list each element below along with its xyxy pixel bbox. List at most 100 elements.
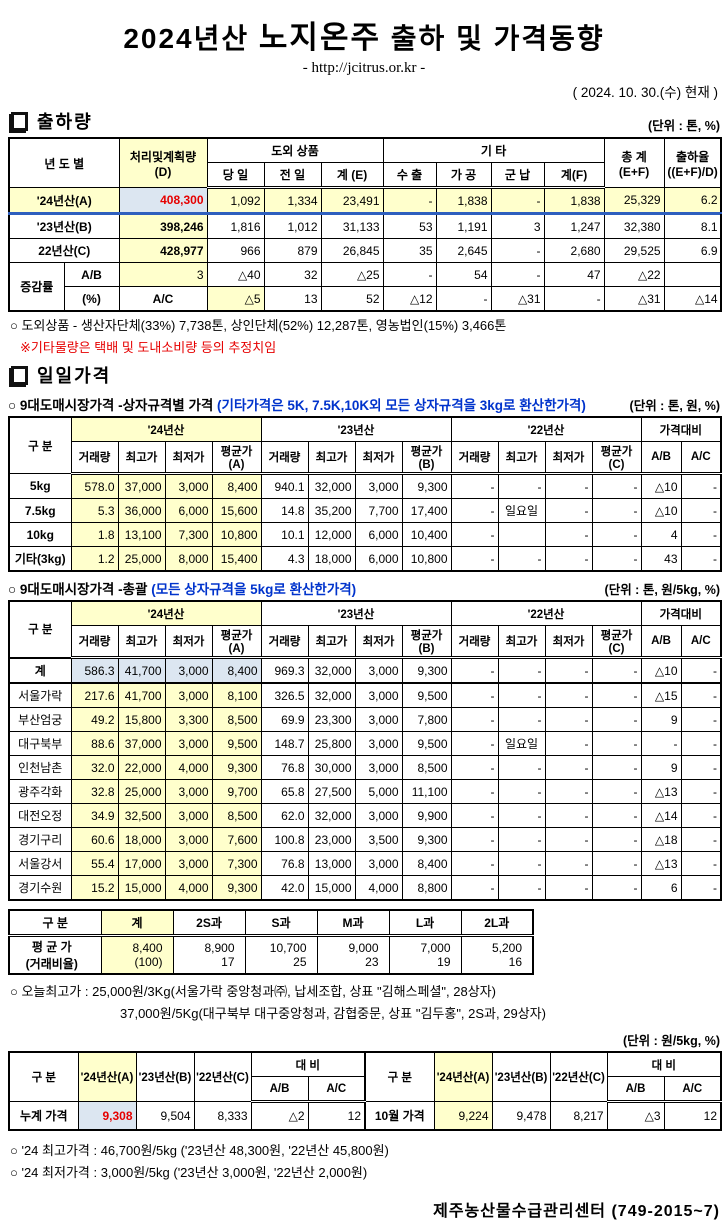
cell: 32,000 — [307, 803, 356, 828]
cell: 25,329 — [603, 187, 665, 215]
header-cell: 구 분 — [364, 1051, 435, 1102]
cell: 일요일 — [497, 731, 546, 756]
header-cell: 거래량 — [450, 441, 499, 475]
cell: 3,500 — [354, 827, 403, 852]
cell: 서울가락 — [8, 682, 72, 708]
cell: 6,000 — [354, 522, 403, 547]
cell: - — [490, 187, 545, 215]
cell: - — [591, 827, 642, 852]
header-cell: 평균가(A) — [211, 441, 262, 475]
cell: 7,800 — [401, 707, 452, 732]
cell: 경기구리 — [8, 827, 72, 852]
cell: - — [450, 498, 499, 523]
cell: - — [497, 779, 546, 804]
cell: 8,500 — [211, 803, 262, 828]
cell: - — [450, 682, 499, 708]
cell: 4,000 — [164, 875, 213, 901]
cell: 27,500 — [307, 779, 356, 804]
cell: △10 — [640, 656, 682, 684]
box-price-title-text: ○ 9대도매시장가격 -상자규격별 가격 — [8, 398, 218, 413]
cell: 11,100 — [401, 779, 452, 804]
cell: 2,680 — [543, 238, 605, 263]
cell: 15,000 — [117, 875, 166, 901]
cell: - — [450, 803, 499, 828]
cell: 9,500 — [211, 731, 262, 756]
cell: 578.0 — [70, 473, 119, 499]
cell: 55.4 — [70, 851, 119, 876]
cell: - — [450, 546, 499, 572]
cell: - — [497, 827, 546, 852]
cell: 29,525 — [603, 238, 665, 263]
cell: 32.0 — [70, 755, 119, 780]
cell: 69.9 — [260, 707, 309, 732]
header-cell: A/C — [663, 1076, 722, 1103]
shipment-section-header: 출하량 (단위 : 톤, %) — [8, 108, 720, 134]
cell: - — [591, 682, 642, 708]
overall-price-title-text: ○ 9대도매시장가격 -총괄 — [8, 582, 152, 597]
cell: 9,000 23 — [316, 935, 390, 975]
cell: A/C — [118, 286, 208, 312]
cell: 25,000 — [117, 546, 166, 572]
cell: - — [591, 656, 642, 684]
header-cell: 기 타 — [382, 137, 605, 163]
cell: 23,000 — [307, 827, 356, 852]
cell: 3 — [118, 262, 208, 287]
cell: 26,845 — [320, 238, 384, 263]
header-cell: '23년산(B) — [135, 1051, 195, 1102]
cell: - — [680, 851, 722, 876]
cell: - — [497, 682, 546, 708]
cell: - — [382, 262, 437, 287]
header-cell: 도외 상품 — [206, 137, 384, 163]
header-cell: '23년산 — [260, 600, 452, 626]
cell: △14 — [663, 286, 722, 312]
cell: 3,000 — [354, 656, 403, 684]
cell: - — [450, 779, 499, 804]
cell: 5,000 — [354, 779, 403, 804]
cell: 8,500 — [211, 707, 262, 732]
cell: △10 — [640, 473, 682, 499]
header-cell: 처리및계획량 (D) — [118, 137, 208, 188]
cell: (%) — [63, 286, 120, 312]
cell: 3,300 — [164, 707, 213, 732]
cell: - — [490, 262, 545, 287]
max-price-note: ○ '24 최고가격 : 46,700원/5kg ('23년산 48,300원,… — [10, 1143, 389, 1158]
cell: 3,000 — [354, 731, 403, 756]
cell: 인천남촌 — [8, 755, 72, 780]
cell: - — [544, 731, 593, 756]
cell: - — [450, 522, 499, 547]
overall-price-unit-label: (단위 : 톤, 원/5kg, %) — [604, 583, 720, 597]
cell: - — [544, 875, 593, 901]
overall-price-title: ○ 9대도매시장가격 -총괄 (모든 상자규격을 5kg로 환산한가격) — [8, 578, 356, 598]
cell: - — [544, 522, 593, 547]
header-cell: M과 — [316, 909, 390, 937]
header-cell: 최고가 — [117, 441, 166, 475]
cell: 1,012 — [263, 213, 322, 239]
cell: 3,000 — [164, 851, 213, 876]
cell: 15,600 — [211, 498, 262, 523]
daily-price-section-title-text: 일일가격 — [37, 366, 112, 386]
cell: 3,000 — [354, 851, 403, 876]
cell: 32 — [263, 262, 322, 287]
cell: A/B — [63, 262, 120, 287]
cell: △22 — [603, 262, 665, 287]
cell: - — [544, 682, 593, 708]
header-cell: 최고가 — [117, 625, 166, 659]
overall-price-subhead: ○ 9대도매시장가격 -총괄 (모든 상자규격을 5kg로 환산한가격) (단위… — [8, 578, 720, 598]
cell: 6 — [640, 875, 682, 901]
cell: 8,900 17 — [172, 935, 246, 975]
cell: 60.6 — [70, 827, 119, 852]
section-square-icon — [11, 111, 28, 131]
cell: 37,000 — [117, 473, 166, 499]
cell: 1,247 — [543, 213, 605, 239]
cell: 8,400 (100) — [100, 935, 174, 975]
cell: 대전오정 — [8, 803, 72, 828]
cell: 32,500 — [117, 803, 166, 828]
cell: 6,000 — [354, 546, 403, 572]
cell: 7,300 — [164, 522, 213, 547]
cell: 326.5 — [260, 682, 309, 708]
cell: - — [591, 498, 642, 523]
cell: 15,400 — [211, 546, 262, 572]
box-price-table: 구 분 '24년산 '23년산 '22년산 가격대비 거래량 최고가 최저가 평균가(A) 거래량… — [8, 416, 723, 572]
